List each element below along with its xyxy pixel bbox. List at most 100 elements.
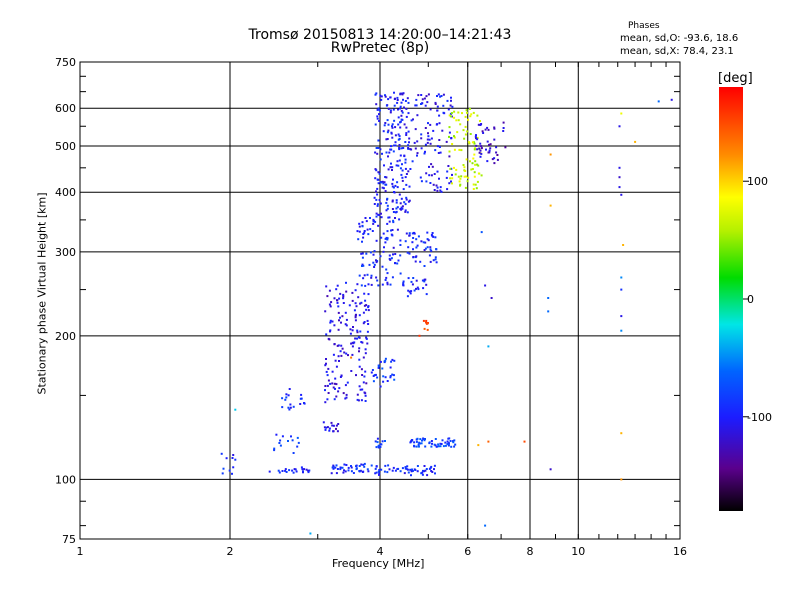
y-axis-ticks: 75 100 200 300 400 500 600 750 — [55, 56, 680, 546]
data-point — [425, 293, 428, 296]
data-point — [329, 382, 332, 385]
data-point — [381, 186, 384, 189]
data-point — [446, 99, 449, 102]
data-point — [375, 198, 378, 201]
data-point — [396, 96, 399, 99]
data-point — [413, 141, 416, 144]
data-point — [377, 147, 380, 149]
data-point — [401, 163, 403, 166]
data-point — [419, 260, 422, 263]
data-point — [441, 439, 444, 442]
data-point — [343, 463, 346, 466]
data-point — [415, 287, 417, 290]
data-point — [402, 92, 405, 95]
data-point — [404, 100, 407, 102]
data-point — [435, 248, 438, 251]
data-point — [334, 387, 336, 390]
data-point — [464, 115, 467, 118]
data-point — [416, 114, 419, 117]
data-point — [394, 184, 397, 187]
data-point — [620, 112, 623, 115]
x-axis-ticks: 1 2 4 6 8 10 16 — [77, 62, 687, 558]
data-point — [422, 241, 425, 244]
data-point — [430, 137, 433, 140]
data-point — [436, 189, 439, 192]
data-point — [370, 276, 373, 279]
data-point — [326, 374, 329, 377]
data-point — [467, 141, 470, 144]
data-point — [449, 440, 452, 442]
y-axis-label: Stationary phase Virtual Height [km] — [35, 192, 49, 395]
data-point — [398, 193, 401, 196]
data-point — [481, 130, 484, 133]
data-point — [414, 128, 417, 131]
data-point — [400, 101, 403, 104]
data-point — [397, 138, 400, 141]
data-point — [367, 233, 370, 236]
data-point — [420, 240, 423, 243]
data-point — [429, 260, 432, 263]
data-point — [485, 148, 487, 151]
data-point — [417, 288, 420, 291]
data-point — [477, 123, 480, 126]
data-point — [434, 258, 437, 261]
data-point — [373, 196, 376, 199]
data-point — [406, 251, 409, 254]
data-point — [297, 441, 300, 444]
data-point — [361, 240, 363, 243]
data-point — [620, 329, 623, 332]
data-point — [412, 237, 415, 239]
data-point — [384, 464, 387, 467]
data-point — [549, 468, 552, 471]
data-point — [406, 97, 409, 100]
data-point — [360, 301, 363, 304]
y-tick-label: 75 — [62, 533, 76, 546]
data-point — [293, 468, 296, 471]
data-point — [398, 144, 401, 146]
data-point — [421, 279, 424, 282]
data-point — [433, 173, 436, 175]
data-point — [427, 135, 430, 138]
data-point — [365, 252, 368, 255]
data-point — [287, 406, 290, 409]
data-point — [399, 167, 402, 170]
data-point — [502, 130, 505, 132]
data-point — [622, 244, 625, 246]
data-point — [363, 274, 366, 277]
data-point — [549, 204, 552, 207]
phases-title: Phases — [628, 21, 660, 31]
data-point — [268, 470, 271, 473]
data-point — [345, 281, 347, 284]
data-point — [387, 123, 390, 126]
data-point — [377, 139, 380, 142]
data-point — [281, 435, 284, 438]
data-point — [523, 440, 526, 443]
data-point — [374, 177, 377, 180]
data-point — [376, 152, 379, 155]
data-point — [334, 466, 337, 469]
data-point — [453, 166, 455, 169]
data-point — [336, 284, 339, 287]
data-point — [447, 443, 450, 446]
data-point — [365, 308, 368, 311]
data-point — [372, 380, 375, 383]
data-point — [378, 214, 381, 217]
data-point — [378, 120, 381, 122]
data-point — [340, 374, 343, 377]
data-point — [419, 176, 422, 179]
x-axis-label: Frequency [MHz] — [332, 557, 425, 570]
data-point — [378, 444, 381, 447]
data-point — [493, 126, 496, 129]
colorbar-tick-label: 100 — [747, 175, 768, 188]
data-point — [401, 169, 404, 172]
data-point — [618, 166, 621, 169]
data-point — [547, 297, 550, 299]
data-point — [412, 248, 414, 251]
data-point — [364, 284, 367, 287]
data-point — [421, 98, 424, 101]
data-point — [414, 104, 417, 107]
y-tick-label: 200 — [55, 330, 76, 343]
data-point — [476, 136, 479, 139]
data-point — [430, 249, 433, 252]
data-point — [390, 131, 393, 134]
